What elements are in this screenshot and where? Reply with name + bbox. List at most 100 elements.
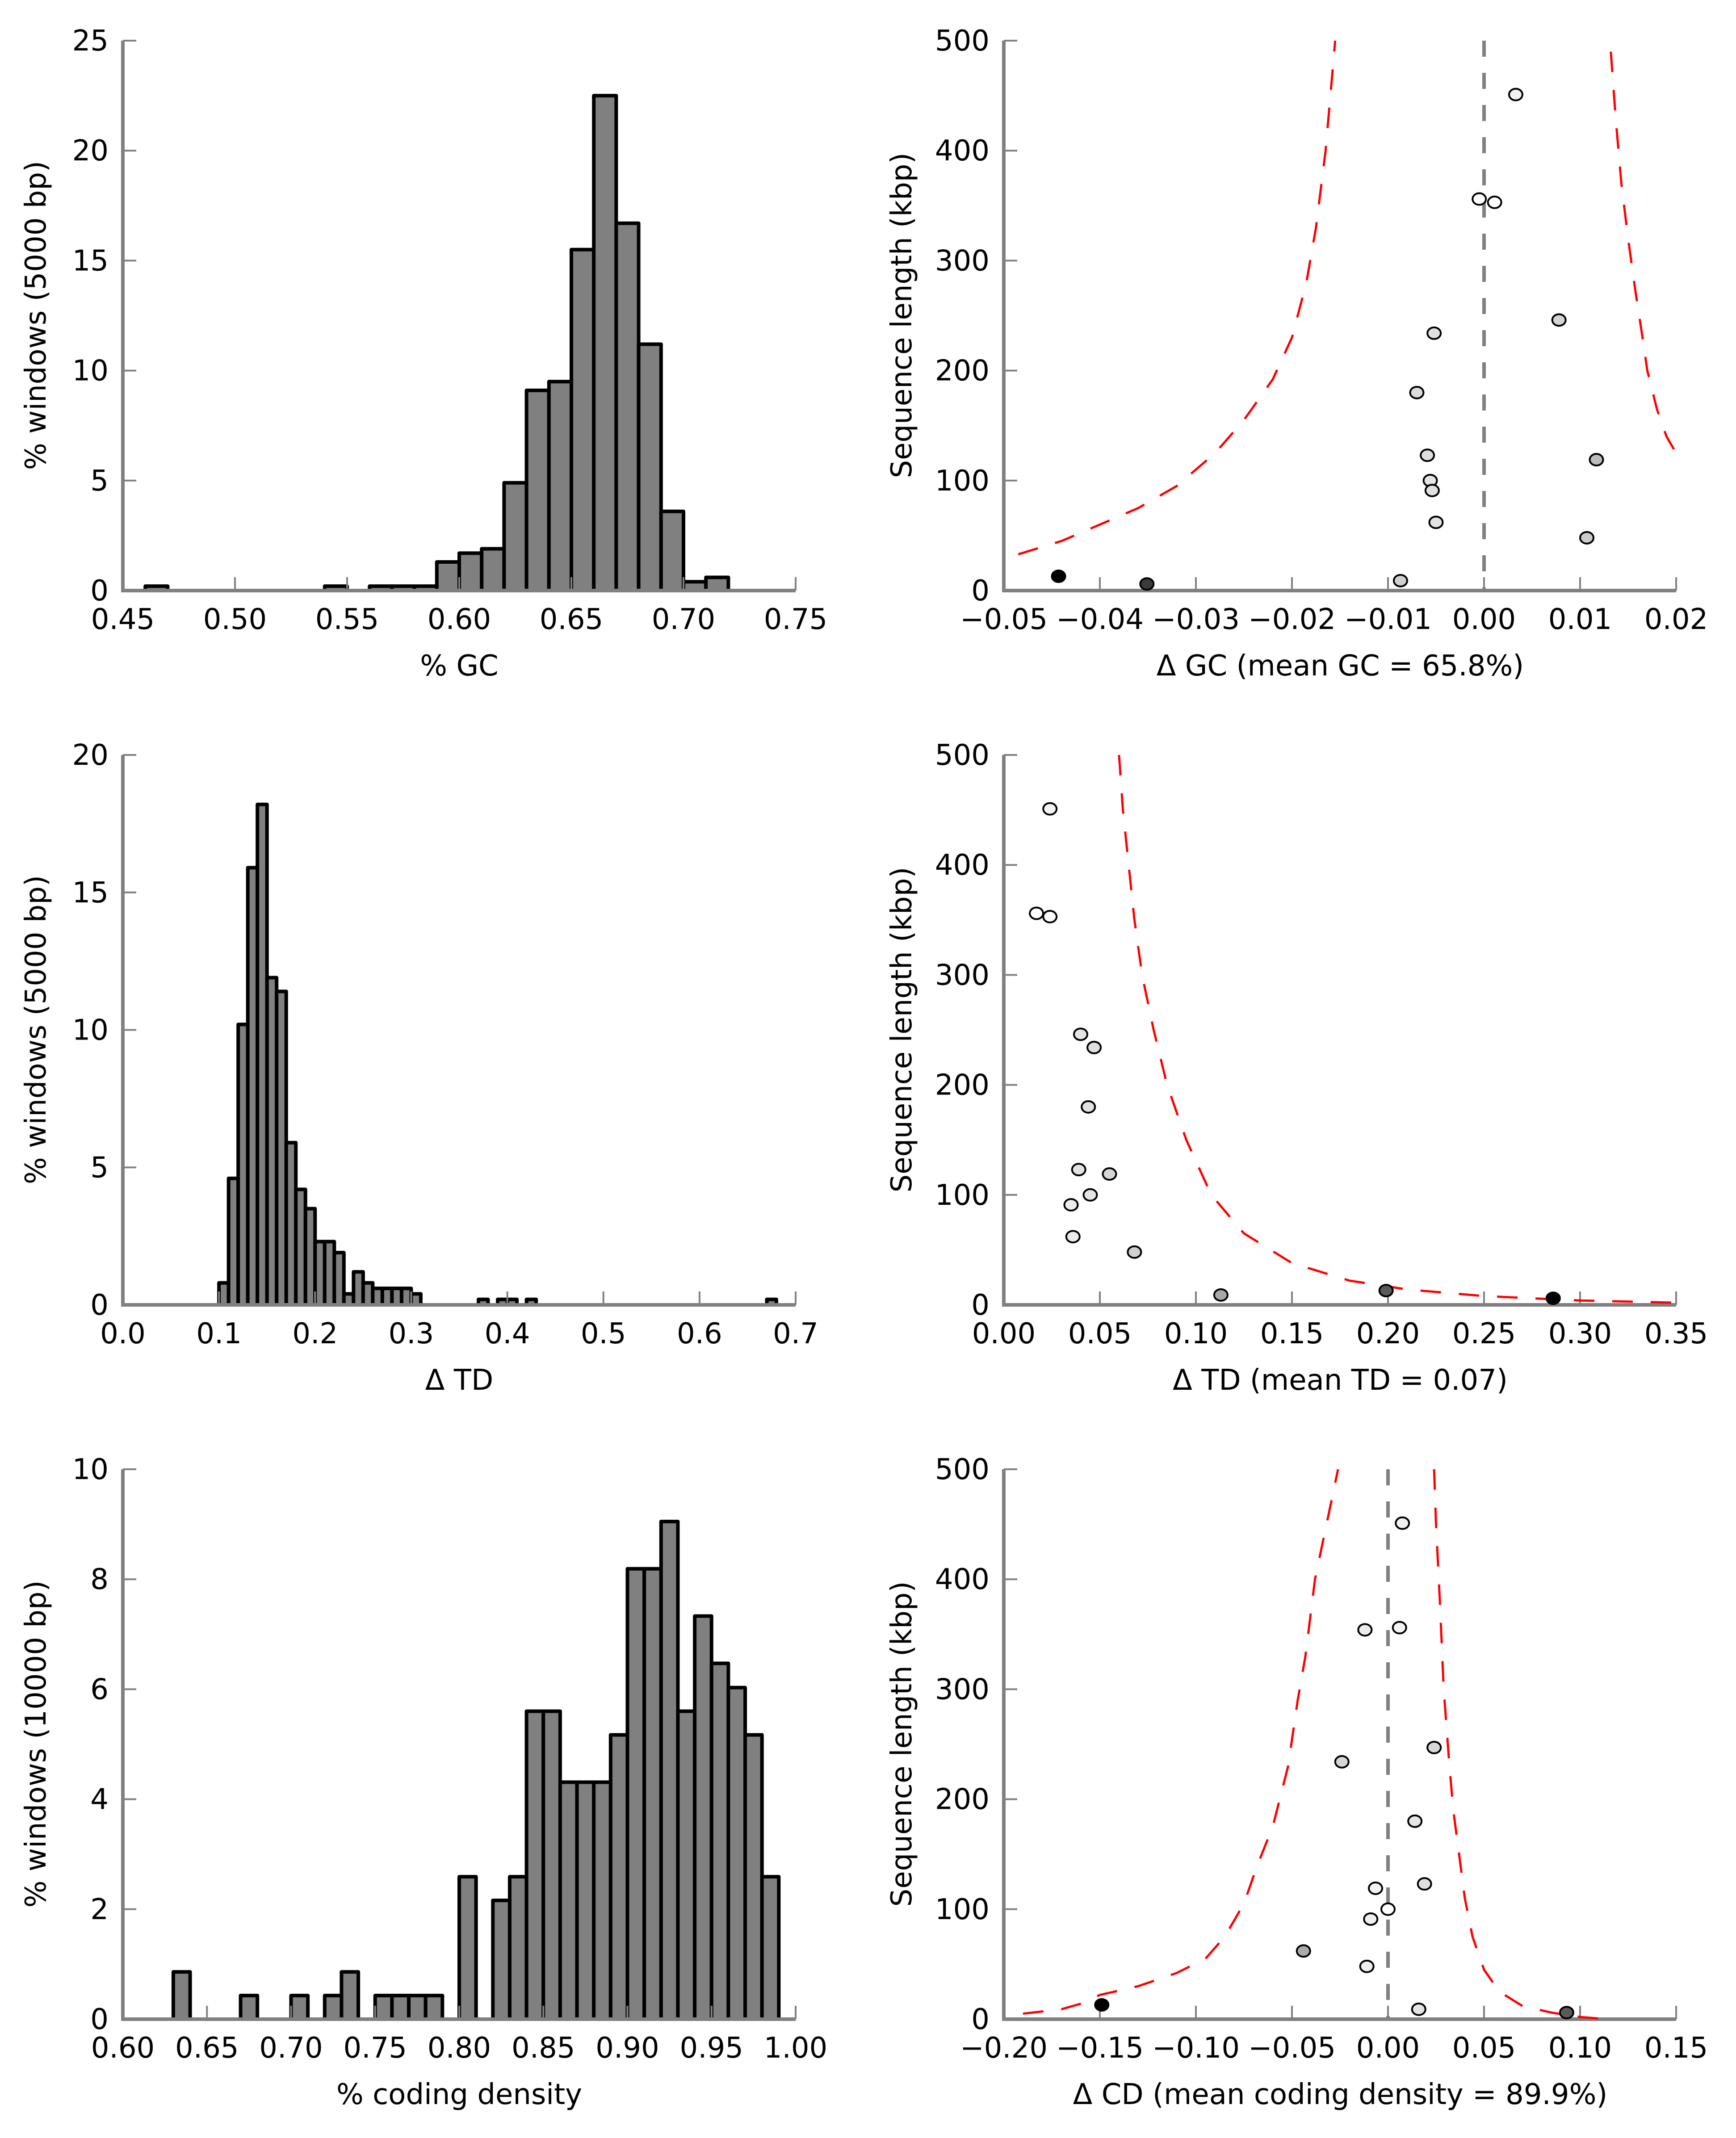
scatter-point xyxy=(1589,453,1604,467)
y-tick-label: 100 xyxy=(935,1893,990,1926)
scatter-point xyxy=(1559,2006,1574,2020)
y-tick-label: 400 xyxy=(935,1563,990,1596)
histogram-bar xyxy=(390,1994,411,2021)
y-tick-label: 8 xyxy=(90,1563,109,1596)
histogram-bar xyxy=(743,1733,764,2021)
x-axis-title: Δ GC (mean GC = 65.8%) xyxy=(1157,650,1524,683)
histogram-bar xyxy=(457,1875,478,2021)
x-tick-label: 0.15 xyxy=(1644,2032,1708,2065)
scatter-point xyxy=(1472,192,1487,206)
scatter-point xyxy=(1487,195,1502,209)
y-axis-title: Sequence length (kbp) xyxy=(885,153,918,478)
x-tick-label: 0.50 xyxy=(203,603,267,636)
histogram-bar xyxy=(323,1994,344,2021)
scatter-point xyxy=(1082,1188,1098,1202)
scatter-point xyxy=(1409,386,1425,399)
scatter-point xyxy=(1424,483,1440,497)
histogram-bar xyxy=(760,1875,781,2021)
y-tick-label: 500 xyxy=(935,25,990,58)
scatter-point xyxy=(1380,1902,1396,1916)
histogram-bar xyxy=(625,1567,646,2021)
x-tick-label: 0.01 xyxy=(1548,603,1612,636)
scatter-point xyxy=(1081,1100,1096,1114)
scatter-point xyxy=(1411,2002,1426,2016)
y-tick-label: 0 xyxy=(90,2003,109,2036)
scatter-point xyxy=(1127,1245,1142,1259)
y-tick-label: 0 xyxy=(971,574,990,608)
histogram-bar xyxy=(592,94,618,593)
scatter-point xyxy=(1551,313,1567,327)
histogram-bar xyxy=(524,1709,545,2021)
histogram-bar xyxy=(704,575,730,593)
scatter-point xyxy=(1579,531,1595,545)
scatter-point xyxy=(1407,1814,1423,1828)
x-tick-label: 1.00 xyxy=(764,2032,828,2065)
y-tick-label: 0 xyxy=(90,1289,109,1322)
scatter-point xyxy=(1094,1998,1110,2012)
x-tick-label: 0.05 xyxy=(1452,2032,1516,2065)
histogram-bar xyxy=(558,1780,579,2021)
y-tick-label: 4 xyxy=(90,1783,109,1816)
x-tick-label: 0.60 xyxy=(91,2032,155,2065)
y-tick-label: 2 xyxy=(90,1893,109,1926)
scatter-point xyxy=(1392,1621,1407,1635)
y-axis-title: % windows (5000 bp) xyxy=(20,875,53,1184)
x-axis-title: % coding density xyxy=(336,2078,582,2111)
y-axis-title: % windows (5000 bp) xyxy=(20,161,53,470)
histogram-bar xyxy=(289,1994,310,2021)
scatter-point xyxy=(1357,1623,1373,1637)
x-tick-label: 0.65 xyxy=(540,603,604,636)
y-tick-label: 400 xyxy=(935,849,990,882)
x-tick-label: −0.04 xyxy=(1056,603,1144,636)
histogram-bar xyxy=(592,1780,612,2021)
x-tick-label: 0.45 xyxy=(91,603,155,636)
histogram-bar xyxy=(575,1780,596,2021)
scatter-point xyxy=(1296,1944,1311,1958)
x-tick-label: 0.75 xyxy=(764,603,828,636)
y-tick-label: 10 xyxy=(72,355,109,388)
histogram-bar xyxy=(709,1661,730,2021)
x-tick-label: 0.55 xyxy=(315,603,379,636)
x-tick-label: 0.00 xyxy=(1356,2032,1420,2065)
x-tick-label: 0.90 xyxy=(595,2032,659,2065)
y-tick-label: 10 xyxy=(72,1014,109,1047)
x-tick-label: −0.01 xyxy=(1344,603,1432,636)
y-tick-label: 20 xyxy=(72,739,109,772)
x-axis-title: % GC xyxy=(420,650,498,683)
x-tick-label: −0.02 xyxy=(1248,603,1336,636)
y-tick-label: 5 xyxy=(90,465,109,498)
histogram-bar xyxy=(608,1733,629,2021)
x-tick-label: 0.20 xyxy=(1356,1317,1420,1350)
x-tick-label: 0.00 xyxy=(1452,603,1516,636)
x-axis-title: Δ TD (mean TD = 0.07) xyxy=(1173,1364,1508,1397)
histogram-bar xyxy=(547,380,574,592)
x-tick-label: 0.4 xyxy=(485,1317,530,1350)
scatter-point xyxy=(1545,1291,1561,1305)
x-tick-label: 0.80 xyxy=(428,2032,491,2065)
scatter-point xyxy=(1334,1755,1350,1769)
y-tick-label: 0 xyxy=(971,1289,990,1322)
x-tick-label: −0.20 xyxy=(960,2032,1048,2065)
scatter-point xyxy=(1426,326,1442,340)
histogram-bar xyxy=(340,1970,361,2021)
x-axis-title: Δ TD xyxy=(425,1364,494,1397)
y-axis-title: % windows (10000 bp) xyxy=(20,1580,53,1908)
scatter-point xyxy=(1426,1740,1442,1754)
y-tick-label: 15 xyxy=(72,876,109,910)
histogram-bar xyxy=(457,551,484,592)
x-tick-label: 0.65 xyxy=(175,2032,239,2065)
x-tick-label: −0.10 xyxy=(1152,2032,1240,2065)
x-tick-label: 0.75 xyxy=(344,2032,407,2065)
scatter-point xyxy=(1029,906,1044,920)
histogram-bar xyxy=(502,481,528,592)
y-tick-label: 200 xyxy=(935,1069,990,1102)
y-tick-label: 25 xyxy=(72,25,109,58)
scatter-point xyxy=(1042,910,1058,923)
scatter-point xyxy=(1392,574,1408,587)
scatter-point xyxy=(1363,1912,1379,1926)
confidence-bound-curve xyxy=(1018,40,1337,556)
histogram-bar xyxy=(659,509,686,592)
confidence-bound-curve xyxy=(1433,1469,1607,2021)
histogram-bar xyxy=(693,1614,713,2021)
panel-gc-histogram: % GC % windows (5000 bp) 0 5 10 15 20 25 0.45 0… xyxy=(20,25,827,683)
